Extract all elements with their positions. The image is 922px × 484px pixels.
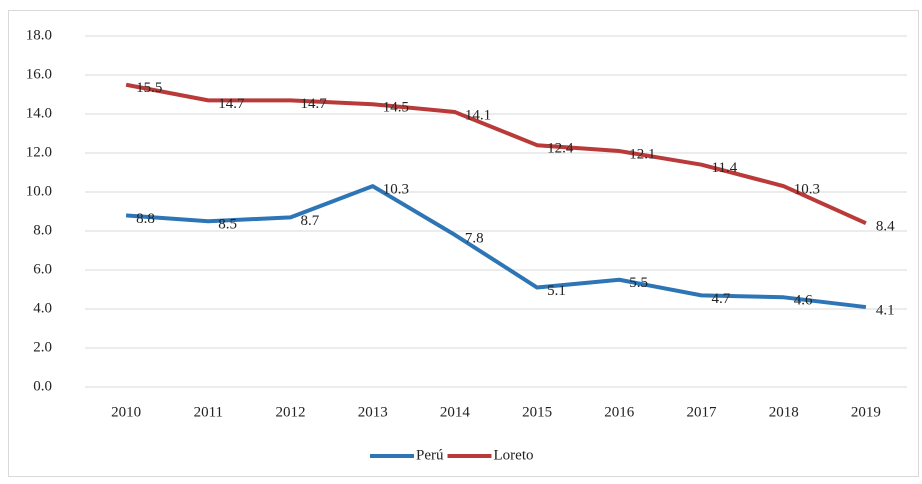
data-label: 11.4 xyxy=(712,160,738,176)
x-tick-label: 2012 xyxy=(276,404,306,420)
x-tick-label: 2014 xyxy=(440,404,471,420)
y-tick-label: 6.0 xyxy=(33,261,52,277)
data-label: 14.7 xyxy=(218,96,245,112)
data-label: 15.5 xyxy=(136,80,162,96)
data-label: 5.1 xyxy=(547,283,566,299)
data-label: 7.8 xyxy=(465,230,484,246)
x-tick-label: 2016 xyxy=(604,404,635,420)
series-line xyxy=(125,184,867,310)
data-label: 14.1 xyxy=(465,107,491,123)
data-label: 12.1 xyxy=(629,146,655,162)
y-tick-label: 12.0 xyxy=(26,144,52,160)
y-tick-label: 14.0 xyxy=(26,105,52,121)
data-label: 8.8 xyxy=(136,211,155,227)
y-tick-label: 2.0 xyxy=(33,339,52,355)
data-label: 5.5 xyxy=(629,275,648,291)
series-line xyxy=(125,82,867,226)
y-tick-label: 8.0 xyxy=(33,222,52,238)
x-tick-label: 2013 xyxy=(358,404,388,420)
data-label: 14.7 xyxy=(301,96,328,112)
x-tick-label: 2011 xyxy=(194,404,223,420)
x-tick-label: 2018 xyxy=(769,404,799,420)
data-label: 8.5 xyxy=(218,217,237,233)
legend-label: Loreto xyxy=(494,447,534,463)
data-label: 14.5 xyxy=(383,100,409,116)
data-label: 4.6 xyxy=(794,293,813,309)
data-label: 4.7 xyxy=(712,291,731,307)
legend-label: Perú xyxy=(416,447,444,463)
y-tick-label: 16.0 xyxy=(26,66,52,82)
data-label: 10.3 xyxy=(383,182,409,198)
data-label: 4.1 xyxy=(876,302,895,318)
y-tick-label: 0.0 xyxy=(33,378,52,394)
x-tick-label: 2015 xyxy=(522,404,552,420)
data-label: 8.4 xyxy=(876,219,895,235)
y-tick-label: 18.0 xyxy=(26,27,52,43)
y-tick-label: 4.0 xyxy=(33,300,52,316)
y-tick-label: 10.0 xyxy=(26,183,52,199)
data-label: 8.7 xyxy=(301,213,320,229)
data-label: 12.4 xyxy=(547,141,574,157)
chart-frame xyxy=(8,10,919,477)
x-tick-label: 2019 xyxy=(851,404,881,420)
data-label: 10.3 xyxy=(794,182,820,198)
x-tick-label: 2017 xyxy=(687,404,718,420)
x-tick-label: 2010 xyxy=(111,404,141,420)
